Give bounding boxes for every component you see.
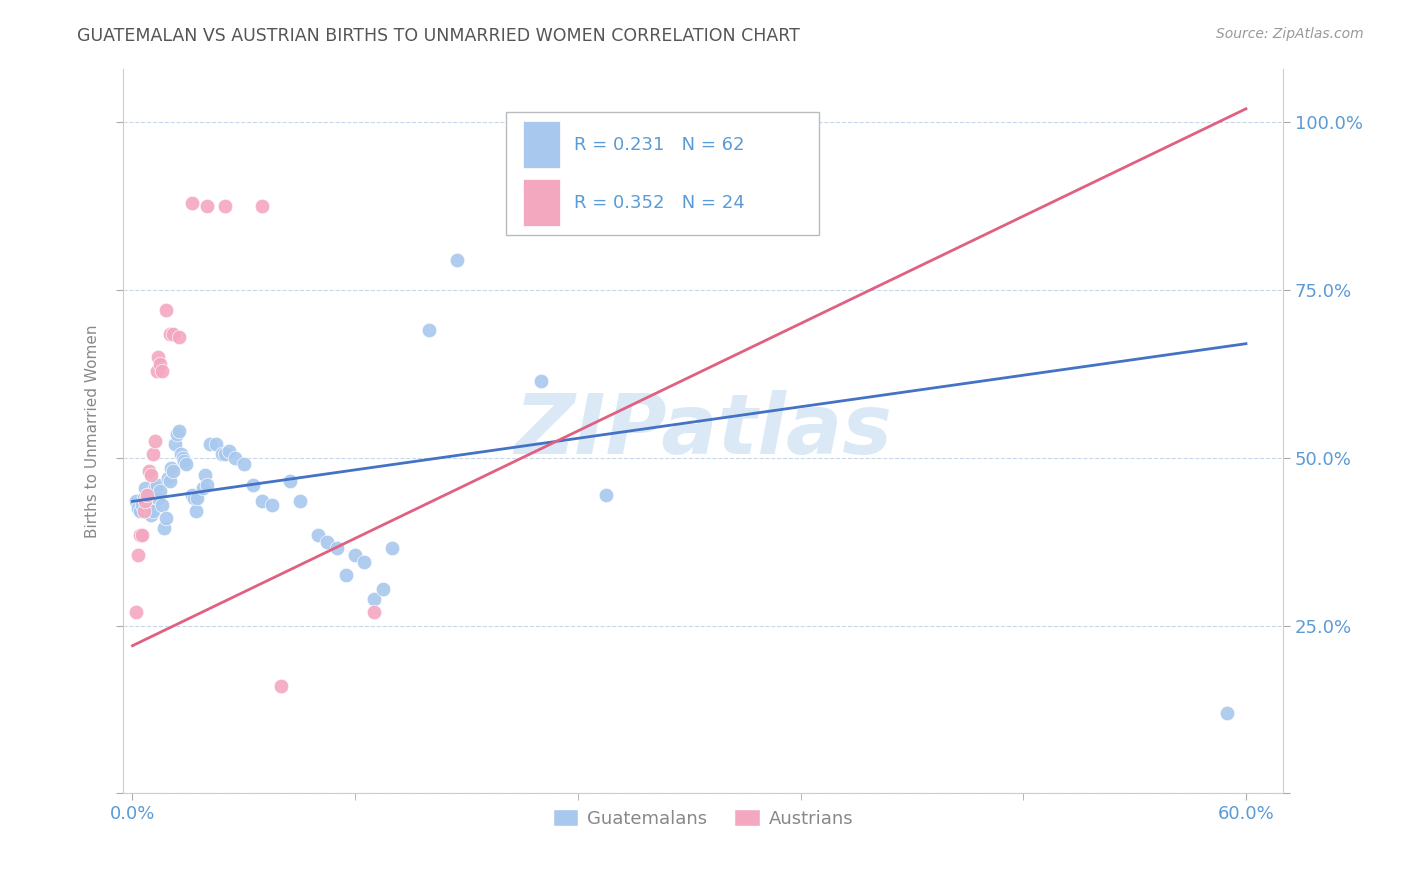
Point: [344, 548, 367, 562]
Legend: Guatemalans, Austrians: Guatemalans, Austrians: [546, 802, 860, 835]
Text: R = 0.352   N = 24: R = 0.352 N = 24: [575, 194, 745, 211]
Point: [153, 521, 176, 535]
Point: [214, 447, 236, 461]
Point: [132, 491, 155, 505]
Point: [143, 434, 166, 448]
Point: [129, 504, 152, 518]
Point: [162, 326, 184, 341]
Point: [224, 450, 246, 465]
Point: [176, 458, 198, 472]
Point: [1216, 706, 1239, 720]
Point: [252, 199, 274, 213]
Point: [132, 504, 155, 518]
Point: [530, 374, 553, 388]
Point: [155, 511, 177, 525]
Point: [307, 528, 329, 542]
Point: [125, 605, 148, 619]
Point: [214, 199, 236, 213]
Point: [159, 475, 181, 489]
Point: [172, 450, 194, 465]
Point: [150, 363, 173, 377]
Point: [139, 508, 162, 522]
Point: [270, 679, 292, 693]
Point: [142, 447, 165, 461]
Point: [288, 494, 311, 508]
Point: [127, 548, 149, 562]
Point: [173, 454, 195, 468]
Point: [134, 494, 156, 508]
Point: [180, 488, 202, 502]
Point: [136, 488, 159, 502]
Point: [149, 484, 172, 499]
Point: [165, 437, 187, 451]
Point: [191, 481, 214, 495]
Point: [167, 424, 190, 438]
Text: Source: ZipAtlas.com: Source: ZipAtlas.com: [1216, 27, 1364, 41]
Point: [200, 437, 222, 451]
FancyBboxPatch shape: [506, 112, 820, 235]
Point: [143, 481, 166, 495]
Point: [162, 464, 184, 478]
Point: [325, 541, 347, 556]
Point: [131, 498, 153, 512]
Point: [669, 199, 692, 213]
Point: [371, 582, 394, 596]
Point: [166, 427, 188, 442]
Point: [167, 330, 190, 344]
Text: GUATEMALAN VS AUSTRIAN BIRTHS TO UNMARRIED WOMEN CORRELATION CHART: GUATEMALAN VS AUSTRIAN BIRTHS TO UNMARRI…: [77, 27, 800, 45]
Point: [252, 494, 274, 508]
Point: [381, 541, 404, 556]
Point: [186, 491, 208, 505]
Y-axis label: Births to Unmarried Women: Births to Unmarried Women: [86, 324, 100, 538]
Point: [180, 195, 202, 210]
Text: R = 0.231   N = 62: R = 0.231 N = 62: [575, 136, 745, 153]
Point: [195, 477, 218, 491]
Point: [145, 477, 167, 491]
Point: [138, 464, 160, 478]
Point: [170, 447, 193, 461]
Point: [125, 494, 148, 508]
FancyBboxPatch shape: [523, 179, 561, 227]
Point: [195, 199, 218, 213]
Point: [156, 471, 179, 485]
Point: [148, 491, 170, 505]
Point: [160, 460, 183, 475]
Point: [211, 447, 233, 461]
Point: [131, 528, 153, 542]
Point: [148, 350, 170, 364]
Point: [149, 357, 172, 371]
Point: [194, 467, 217, 482]
Point: [127, 501, 149, 516]
Point: [184, 504, 207, 518]
Point: [155, 303, 177, 318]
Point: [363, 605, 385, 619]
Point: [136, 488, 159, 502]
Point: [134, 481, 156, 495]
Point: [142, 504, 165, 518]
Point: [145, 363, 167, 377]
Point: [353, 555, 375, 569]
Point: [242, 477, 264, 491]
Point: [138, 498, 160, 512]
Point: [205, 437, 228, 451]
Point: [183, 491, 205, 505]
Point: [129, 528, 152, 542]
Point: [218, 444, 240, 458]
Point: [159, 326, 181, 341]
Point: [363, 591, 385, 606]
Point: [232, 458, 254, 472]
Point: [278, 475, 301, 489]
Point: [316, 534, 339, 549]
Point: [335, 568, 357, 582]
Point: [150, 498, 173, 512]
Point: [742, 189, 765, 203]
Point: [446, 252, 468, 267]
Point: [418, 323, 440, 337]
Text: ZIPatlas: ZIPatlas: [515, 391, 891, 472]
Point: [260, 498, 283, 512]
FancyBboxPatch shape: [523, 121, 561, 169]
Point: [139, 467, 162, 482]
Point: [595, 488, 617, 502]
